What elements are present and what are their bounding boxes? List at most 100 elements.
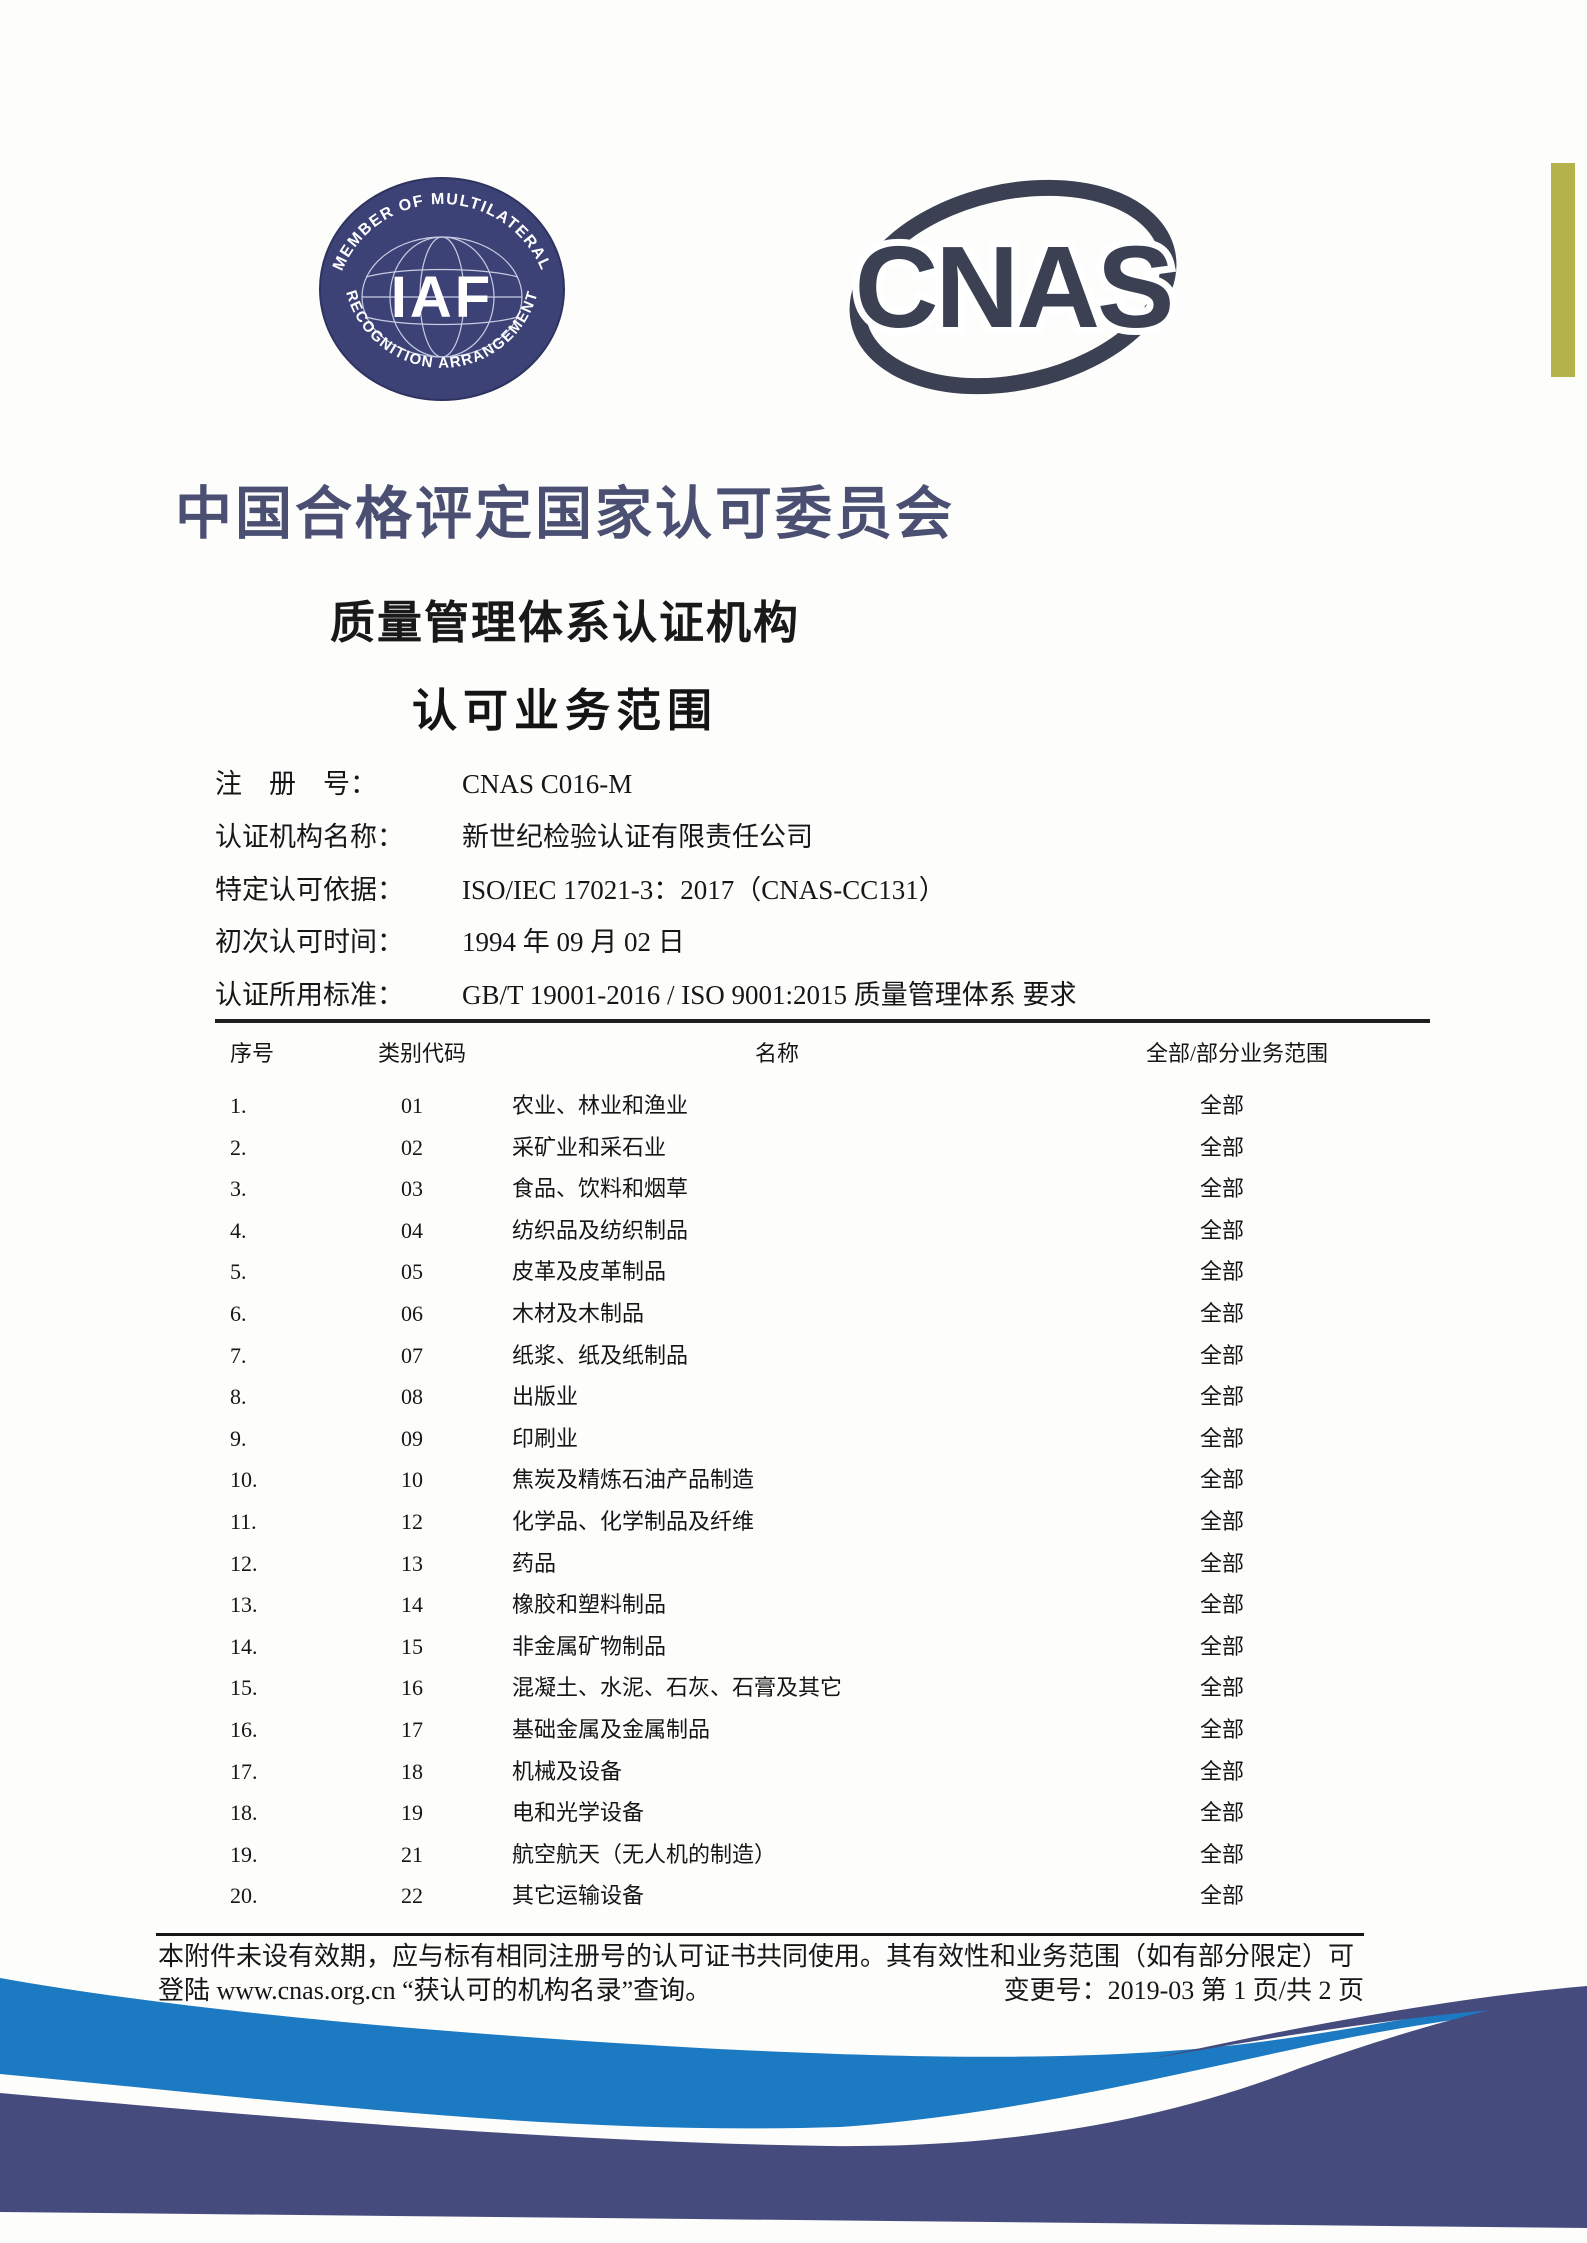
field-label: 注 册 号： [215,769,377,799]
table-row: 2. 02 采矿业和采石业 全部 [0,1127,1587,1169]
row-name: 采矿业和采石业 [512,1134,667,1160]
row-number: 1. [230,1093,247,1118]
table-row: 4. 04 纺织品及纺织制品 全部 [0,1210,1587,1252]
header-name: 名称 [754,1041,799,1066]
row-name: 混凝土、水泥、石灰、石膏及其它 [512,1675,843,1701]
field-label: 初次认可时间： [215,927,404,957]
row-code: 13 [401,1550,423,1576]
table-row: 12. 13 药品 全部 [0,1543,1587,1585]
row-name: 印刷业 [512,1425,579,1451]
row-number: 6. [230,1300,247,1326]
row-scope: 全部 [1199,1800,1244,1826]
field-standard: 认证所用标准： GB/T 19001-2016 / ISO 9001:2015 … [215,980,1077,1015]
row-code: 14 [401,1592,423,1618]
row-scope: 全部 [1199,1675,1244,1701]
row-name: 纺织品及纺织制品 [512,1217,689,1243]
row-scope: 全部 [1199,1176,1244,1202]
footer-wave-graphic [0,1978,1587,2228]
table-row: 3. 03 食品、饮料和烟草 全部 [0,1168,1587,1210]
field-value: ISO/IEC 17021-3：2017（CNAS-CC131） [462,875,946,905]
row-number: 3. [230,1176,247,1202]
footer-note-line1: 本附件未设有效期，应与标有相同注册号的认可证书共同使用。其有效性和业务范围（如有… [158,1942,1355,1971]
table-row: 8. 08 出版业 全部 [0,1376,1587,1418]
cnas-label: CNAS [855,222,1172,352]
table-row: 20. 22 其它运输设备 全部 [0,1875,1587,1917]
row-scope: 全部 [1199,1342,1244,1368]
accent-strip [1551,163,1575,377]
table-row: 17. 18 机械及设备 全部 [0,1751,1587,1793]
row-code: 08 [401,1384,423,1410]
row-number: 4. [230,1217,247,1243]
row-code: 01 [401,1093,423,1118]
table-body: 1. 01 农业、林业和渔业 全部 2. 02 采矿业和采石业 全部 3. 03… [0,1085,1587,1917]
row-name: 航空航天（无人机的制造） [512,1841,777,1867]
table-row: 9. 09 印刷业 全部 [0,1418,1587,1460]
row-scope: 全部 [1199,1592,1244,1618]
row-name: 化学品、化学制品及纤维 [512,1508,755,1534]
row-name: 其它运输设备 [512,1883,645,1909]
row-number: 7. [230,1342,247,1368]
row-name: 机械及设备 [512,1758,623,1784]
row-number: 8. [230,1384,247,1410]
row-scope: 全部 [1199,1467,1244,1493]
scope-title: 认可业务范围 [411,685,718,736]
org-name-title: 中国合格评定国家认可委员会 [175,482,955,546]
field-initial-date: 初次认可时间： 1994 年 09 月 02 日 [215,927,685,962]
header-scope: 全部/部分业务范围 [1145,1041,1329,1066]
row-code: 15 [401,1633,423,1659]
row-code: 06 [401,1300,423,1326]
table-row: 19. 21 航空航天（无人机的制造） 全部 [0,1834,1587,1876]
row-number: 16. [230,1716,258,1742]
table-row: 7. 07 纸浆、纸及纸制品 全部 [0,1335,1587,1377]
row-scope: 全部 [1199,1758,1244,1784]
row-number: 2. [230,1134,247,1160]
row-code: 10 [401,1467,423,1493]
header-code: 类别代码 [377,1041,466,1066]
row-code: 03 [401,1176,423,1202]
row-code: 22 [401,1883,423,1909]
footer-note-line2: 登陆 www.cnas.org.cn “获认可的机构名录”查询。 [158,1976,712,2005]
row-name: 橡胶和塑料制品 [512,1592,667,1618]
row-code: 17 [401,1716,423,1742]
row-code: 18 [401,1758,423,1784]
field-value: 新世纪检验认证有限责任公司 [462,822,813,852]
row-code: 02 [401,1134,423,1160]
row-number: 10. [230,1467,258,1493]
row-scope: 全部 [1199,1217,1244,1243]
iaf-logo-icon: MEMBER OF MULTILATERAL RECOGNITION ARRAN… [319,177,565,401]
row-code: 05 [401,1259,423,1285]
table-row: 10. 10 焦炭及精炼石油产品制造 全部 [0,1459,1587,1501]
certification-body-type: 质量管理体系认证机构 [329,597,800,648]
footer-change-info: 变更号：2019-03 第 1 页/共 2 页 [1003,1976,1364,2005]
field-value: GB/T 19001-2016 / ISO 9001:2015 质量管理体系 要… [462,980,1077,1010]
field-label: 认证所用标准： [215,980,404,1010]
field-label: 特定认可依据： [215,875,404,905]
row-code: 21 [401,1841,423,1867]
row-name: 木材及木制品 [512,1300,645,1326]
row-scope: 全部 [1199,1093,1244,1118]
row-name: 纸浆、纸及纸制品 [512,1342,689,1368]
row-number: 20. [230,1883,258,1909]
table-row: 18. 19 电和光学设备 全部 [0,1792,1587,1834]
table-row: 15. 16 混凝土、水泥、石灰、石膏及其它 全部 [0,1667,1587,1709]
row-code: 07 [401,1342,423,1368]
table-top-rule [215,1019,1430,1023]
row-number: 19. [230,1841,258,1867]
row-number: 9. [230,1425,247,1451]
row-code: 04 [401,1217,423,1243]
row-name: 出版业 [512,1384,579,1410]
row-name: 食品、饮料和烟草 [512,1176,689,1202]
row-number: 12. [230,1550,258,1576]
table-row: 11. 12 化学品、化学制品及纤维 全部 [0,1501,1587,1543]
field-accreditation-basis: 特定认可依据： ISO/IEC 17021-3：2017（CNAS-CC131） [215,875,946,910]
row-scope: 全部 [1199,1300,1244,1326]
cnas-logo-icon: CNAS [848,179,1181,395]
row-scope: 全部 [1199,1508,1244,1534]
row-number: 13. [230,1592,258,1618]
field-registration-number: 注 册 号： CNAS C016-M [215,769,632,804]
wave-light-blue [0,1978,1587,2129]
row-code: 19 [401,1800,423,1826]
row-number: 14. [230,1633,258,1659]
table-row: 13. 14 橡胶和塑料制品 全部 [0,1584,1587,1626]
